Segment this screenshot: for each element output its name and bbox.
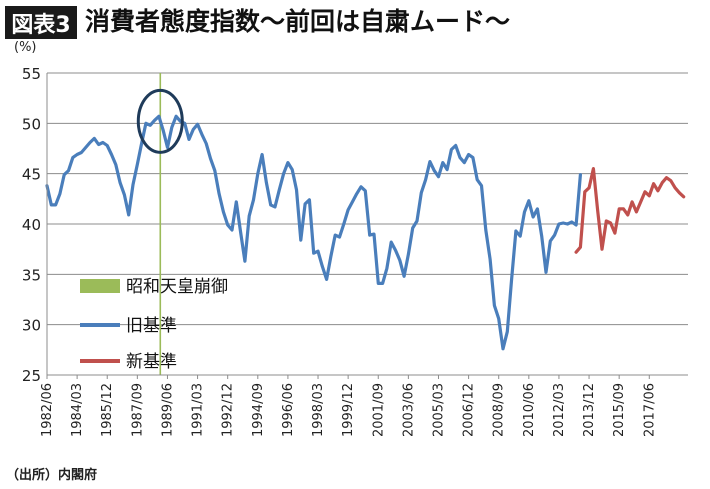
x-tick-label: 2006/12	[462, 383, 477, 437]
x-tick-label: 2013/12	[582, 383, 597, 437]
x-tick-label: 2010/06	[522, 383, 537, 437]
y-tick-label: 30	[22, 317, 41, 335]
chart-title: 消費者態度指数～前回は自粛ムード～	[85, 7, 511, 36]
y-tick-label: 25	[22, 367, 41, 385]
x-tick-label: 2012/03	[552, 383, 567, 437]
x-tick-label: 2017/06	[642, 383, 657, 437]
legend-label-event: 昭和天皇崩御	[126, 277, 228, 297]
title-badge: 図表3	[5, 6, 77, 39]
x-tick-label: 1994/09	[251, 383, 266, 437]
source-note: （出所）内閣府	[6, 468, 98, 483]
x-tick-label: 1998/03	[311, 383, 326, 437]
y-tick-label: 45	[22, 166, 41, 184]
x-tick-label: 2015/09	[612, 383, 627, 437]
x-tick-label: 1996/06	[281, 383, 296, 437]
x-tick-label: 2005/03	[431, 383, 446, 437]
x-tick-label: 1999/12	[341, 383, 356, 437]
x-tick-label: 1984/03	[70, 383, 85, 437]
x-tick-label: 2008/09	[492, 383, 507, 437]
x-tick-label: 1987/09	[130, 383, 145, 437]
x-tick-label: 1989/06	[160, 383, 175, 437]
annotation	[136, 88, 184, 154]
axes: 25 30 35 40 45 50 55 (%) 1982/06 1984/03 1985/12 19…	[14, 40, 688, 437]
y-axis-label: (%)	[14, 40, 37, 55]
series-lines	[45, 114, 686, 351]
x-tick-label: 1985/12	[100, 383, 115, 437]
y-tick-label: 50	[22, 115, 41, 133]
legend-swatch-event	[80, 279, 120, 293]
x-tick-label: 1992/12	[221, 383, 236, 437]
legend-label-old: 旧基準	[126, 316, 177, 336]
y-tick-label: 40	[22, 216, 41, 234]
y-tick-label: 55	[22, 65, 41, 83]
x-tick-label: 2001/09	[371, 383, 386, 437]
y-tick-label: 35	[22, 266, 41, 284]
series-line-old	[45, 114, 582, 351]
x-tick-label: 1991/03	[191, 383, 206, 437]
legend-label-new: 新基準	[126, 352, 177, 372]
series-line-new	[574, 167, 686, 254]
x-tick-label: 2003/06	[401, 383, 416, 437]
x-tick-label: 1982/06	[40, 383, 55, 437]
annotation-ellipse	[136, 88, 184, 154]
